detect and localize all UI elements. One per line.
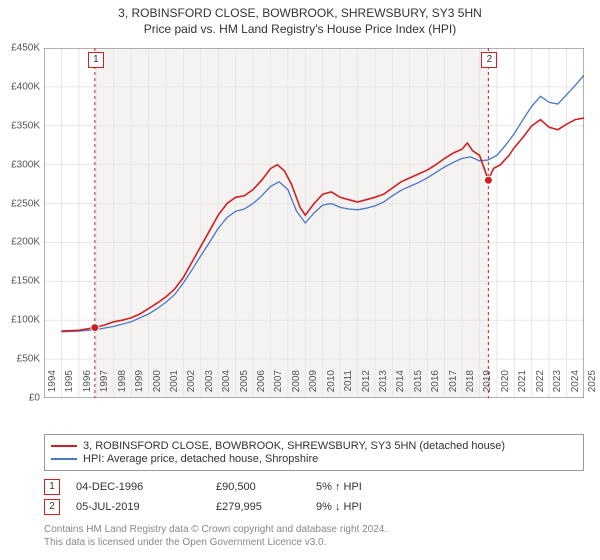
legend-swatch xyxy=(51,445,77,447)
event-marker-icon: 2 xyxy=(44,499,60,515)
x-axis-label: 2023 xyxy=(552,370,563,400)
x-axis-label: 2018 xyxy=(465,370,476,400)
chart-plot-area: £0£50K£100K£150K£200K£250K£300K£350K£400… xyxy=(44,48,584,398)
event-row: 2 05-JUL-2019 £279,995 9% ↓ HPI xyxy=(44,499,584,515)
x-axis-label: 1995 xyxy=(64,370,75,400)
x-axis-label: 2006 xyxy=(256,370,267,400)
event-date: 04-DEC-1996 xyxy=(76,481,216,493)
y-axis-label: £200K xyxy=(0,237,40,248)
x-axis-label: 2004 xyxy=(221,370,232,400)
y-axis-label: £450K xyxy=(0,43,40,54)
x-axis-label: 2010 xyxy=(326,370,337,400)
y-axis-label: £100K xyxy=(0,315,40,326)
y-axis-label: £0 xyxy=(0,393,40,404)
x-axis-label: 2013 xyxy=(378,370,389,400)
x-axis-label: 1996 xyxy=(82,370,93,400)
x-axis-label: 2015 xyxy=(413,370,424,400)
event-table: 1 04-DEC-1996 £90,500 5% ↑ HPI 2 05-JUL-… xyxy=(44,479,584,515)
x-axis-label: 2011 xyxy=(343,370,354,400)
y-axis-label: £150K xyxy=(0,276,40,287)
x-axis-label: 2003 xyxy=(204,370,215,400)
x-axis-label: 2020 xyxy=(500,370,511,400)
y-axis-label: £350K xyxy=(0,120,40,131)
x-axis-label: 2022 xyxy=(535,370,546,400)
x-axis-label: 2000 xyxy=(152,370,163,400)
legend-row: HPI: Average price, detached house, Shro… xyxy=(51,453,577,465)
y-axis-label: £400K xyxy=(0,81,40,92)
legend-row: 3, ROBINSFORD CLOSE, BOWBROOK, SHREWSBUR… xyxy=(51,440,577,452)
x-axis-label: 2021 xyxy=(517,370,528,400)
chart-title-line2: Price paid vs. HM Land Registry's House … xyxy=(0,22,600,36)
x-axis-label: 2001 xyxy=(169,370,180,400)
x-axis-label: 2012 xyxy=(361,370,372,400)
x-axis-label: 2025 xyxy=(587,370,598,400)
event-row: 1 04-DEC-1996 £90,500 5% ↑ HPI xyxy=(44,479,584,495)
footer-line: This data is licensed under the Open Gov… xyxy=(44,536,584,549)
line-chart-svg xyxy=(44,48,584,398)
x-axis-label: 1994 xyxy=(47,370,58,400)
legend-label: 3, ROBINSFORD CLOSE, BOWBROOK, SHREWSBUR… xyxy=(83,440,505,452)
x-axis-label: 2024 xyxy=(570,370,581,400)
y-axis-label: £300K xyxy=(0,159,40,170)
x-axis-label: 2005 xyxy=(239,370,250,400)
chart-title-line1: 3, ROBINSFORD CLOSE, BOWBROOK, SHREWSBUR… xyxy=(0,6,600,20)
chart-legend: 3, ROBINSFORD CLOSE, BOWBROOK, SHREWSBUR… xyxy=(44,434,584,471)
x-axis-label: 1999 xyxy=(134,370,145,400)
attribution-footer: Contains HM Land Registry data © Crown c… xyxy=(44,523,584,549)
chart-marker-label: 2 xyxy=(481,52,497,68)
event-date: 05-JUL-2019 xyxy=(76,501,216,513)
y-axis-label: £250K xyxy=(0,198,40,209)
x-axis-label: 2016 xyxy=(430,370,441,400)
x-axis-label: 1997 xyxy=(99,370,110,400)
x-axis-label: 2019 xyxy=(482,370,493,400)
legend-label: HPI: Average price, detached house, Shro… xyxy=(83,453,318,465)
event-delta: 9% ↓ HPI xyxy=(316,501,436,513)
event-marker-icon: 1 xyxy=(44,479,60,495)
y-axis-label: £50K xyxy=(0,354,40,365)
event-price: £90,500 xyxy=(216,481,316,493)
x-axis-label: 2008 xyxy=(291,370,302,400)
x-axis-label: 2002 xyxy=(186,370,197,400)
x-axis-label: 2009 xyxy=(308,370,319,400)
event-delta: 5% ↑ HPI xyxy=(316,481,436,493)
footer-line: Contains HM Land Registry data © Crown c… xyxy=(44,523,584,536)
chart-marker-label: 1 xyxy=(88,52,104,68)
x-axis-label: 2017 xyxy=(448,370,459,400)
x-axis-label: 2007 xyxy=(273,370,284,400)
legend-swatch xyxy=(51,458,77,460)
x-axis-label: 2014 xyxy=(395,370,406,400)
event-price: £279,995 xyxy=(216,501,316,513)
x-axis-label: 1998 xyxy=(117,370,128,400)
